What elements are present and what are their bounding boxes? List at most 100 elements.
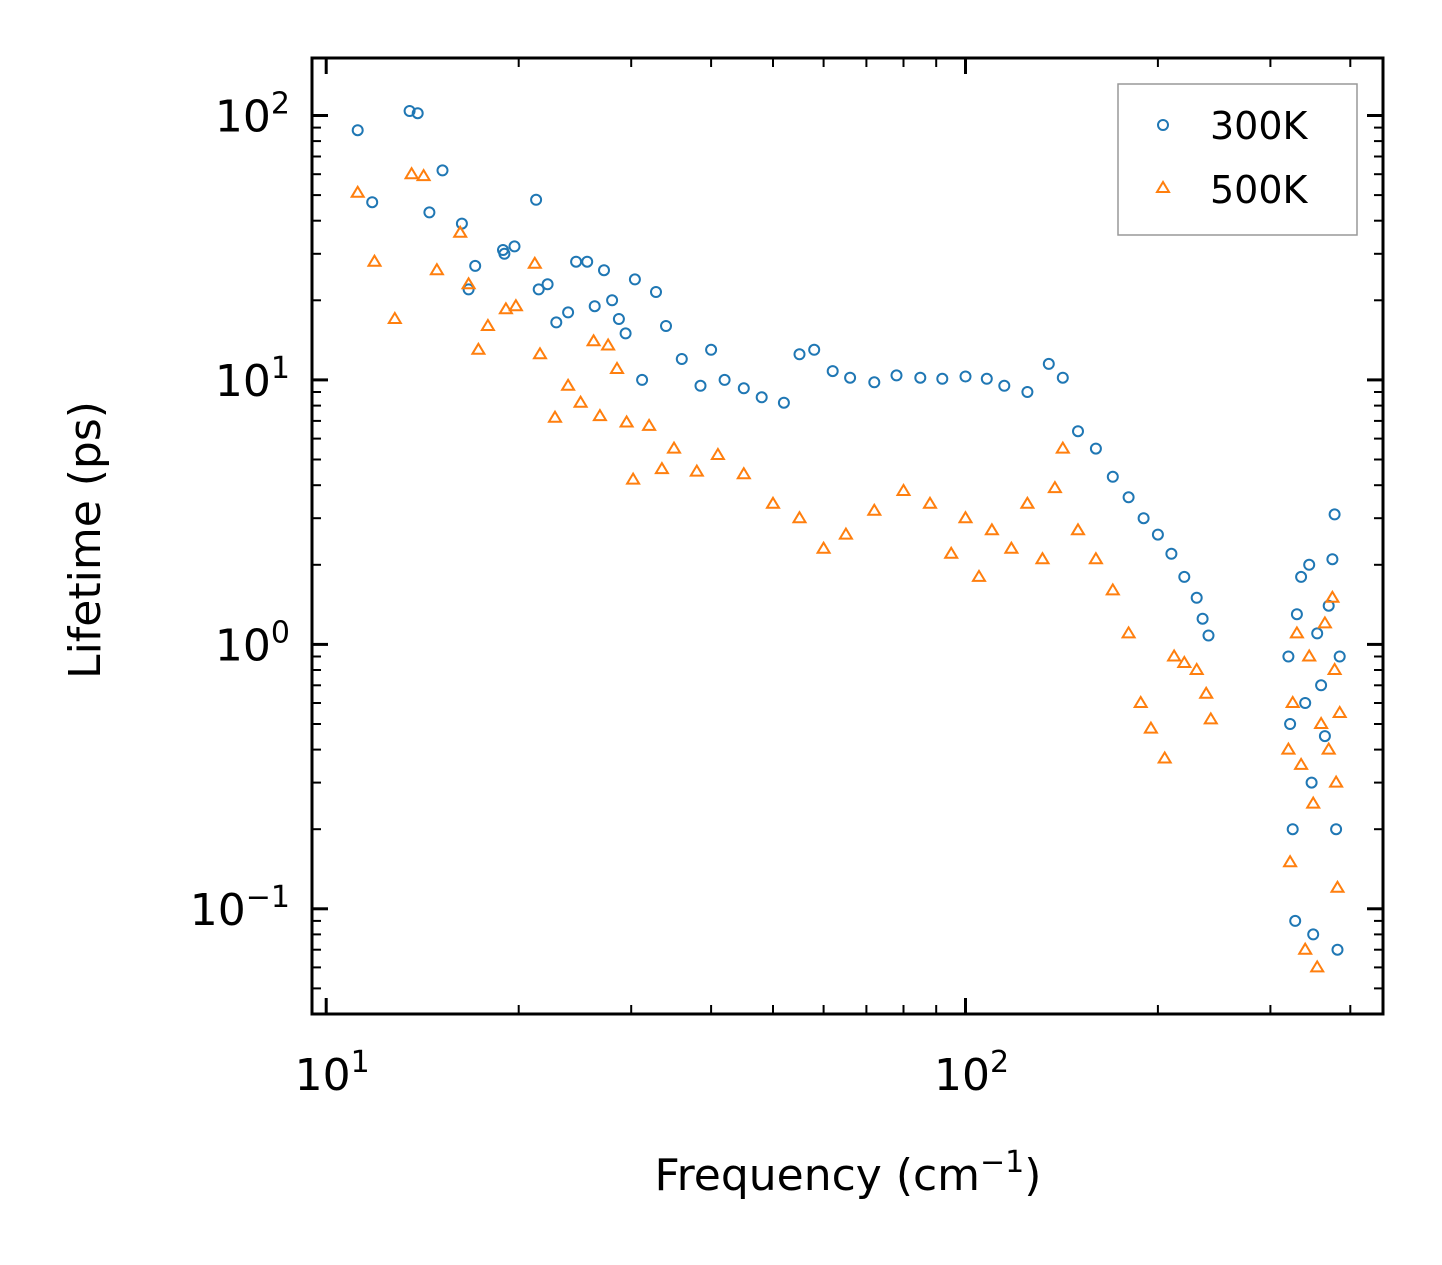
point-300k-73: [1322, 599, 1335, 612]
y-tick-label: 101: [215, 351, 290, 407]
point-300k-24: [628, 273, 641, 286]
series-300k: [351, 105, 1346, 956]
point-500k-48: [1120, 625, 1137, 639]
point-500k-52: [1166, 648, 1182, 662]
point-300k-76: [1330, 823, 1343, 836]
point-300k-61: [1284, 718, 1297, 730]
point-300k-55: [1165, 547, 1178, 560]
point-500k-66: [1313, 716, 1329, 729]
point-300k-4: [423, 206, 436, 219]
point-500k-15: [560, 377, 576, 391]
point-500k-14: [547, 409, 563, 423]
point-300k-64: [1290, 608, 1303, 621]
point-500k-43: [1047, 480, 1063, 494]
legend-marker-300k: [1157, 119, 1169, 131]
point-500k-57: [1280, 741, 1297, 755]
axis-ticks: [312, 58, 1383, 1015]
point-300k-53: [1137, 512, 1150, 525]
point-500k-26: [689, 463, 705, 477]
series-500k: [349, 166, 1348, 973]
point-500k-62: [1297, 941, 1313, 955]
y-tick-label: 10−1: [190, 880, 290, 936]
point-300k-54: [1151, 528, 1164, 541]
x-axis-label: Frequency (cm−1): [655, 1145, 1042, 1201]
point-300k-67: [1303, 558, 1316, 571]
point-300k-29: [694, 379, 707, 392]
y-tick-label: 102: [215, 87, 290, 143]
point-300k-58: [1196, 612, 1209, 625]
data-points: [349, 105, 1348, 973]
point-300k-74: [1326, 553, 1339, 566]
point-300k-42: [936, 372, 949, 385]
x-tick-label: 101: [295, 1045, 370, 1101]
point-500k-56: [1203, 711, 1219, 725]
point-300k-14: [541, 278, 554, 291]
point-300k-75: [1328, 508, 1341, 521]
point-300k-12: [530, 193, 543, 206]
point-300k-13: [532, 283, 545, 296]
point-500k-20: [609, 361, 625, 374]
point-300k-30: [705, 343, 718, 356]
point-300k-77: [1331, 943, 1344, 956]
point-500k-10: [498, 301, 514, 315]
point-300k-57: [1190, 591, 1203, 604]
point-300k-78: [1333, 650, 1346, 663]
legend-label-500k: 500K: [1210, 168, 1309, 212]
point-300k-23: [619, 327, 632, 340]
point-300k-39: [868, 376, 881, 389]
point-500k-63: [1301, 648, 1317, 662]
point-500k-42: [1034, 551, 1051, 565]
point-500k-5: [429, 262, 445, 276]
point-300k-22: [612, 313, 625, 325]
point-300k-27: [660, 320, 672, 332]
point-300k-44: [980, 372, 993, 385]
point-300k-40: [890, 369, 903, 382]
point-500k-33: [866, 502, 883, 516]
point-500k-67: [1317, 615, 1333, 629]
point-500k-17: [585, 333, 602, 347]
point-500k-46: [1088, 551, 1104, 565]
point-300k-59: [1202, 629, 1215, 642]
point-300k-20: [598, 264, 610, 277]
point-500k-64: [1305, 795, 1321, 809]
point-500k-37: [957, 510, 974, 524]
point-500k-27: [710, 447, 726, 460]
legend-box: [1117, 83, 1358, 236]
point-500k-70: [1326, 662, 1343, 675]
point-300k-0: [351, 124, 364, 137]
point-500k-69: [1324, 589, 1341, 603]
point-300k-3: [411, 107, 424, 120]
point-300k-65: [1295, 570, 1308, 583]
point-500k-6: [452, 224, 468, 238]
point-500k-50: [1143, 720, 1159, 734]
point-300k-34: [777, 396, 790, 409]
point-300k-2: [403, 105, 416, 117]
point-300k-49: [1072, 425, 1084, 438]
point-300k-38: [844, 371, 857, 384]
point-500k-51: [1156, 750, 1173, 764]
point-500k-11: [508, 298, 524, 312]
point-300k-41: [914, 371, 927, 384]
point-300k-48: [1056, 371, 1069, 384]
point-500k-54: [1188, 662, 1205, 675]
point-300k-43: [959, 370, 972, 383]
point-300k-50: [1089, 442, 1102, 455]
point-300k-68: [1305, 776, 1318, 789]
point-300k-7: [462, 283, 475, 296]
point-500k-21: [618, 414, 635, 428]
point-500k-61: [1293, 756, 1309, 770]
point-500k-3: [403, 166, 420, 180]
point-300k-15: [550, 316, 563, 329]
point-300k-60: [1282, 650, 1295, 663]
point-300k-45: [998, 379, 1011, 392]
point-300k-16: [562, 306, 575, 319]
point-500k-16: [572, 394, 589, 408]
point-500k-24: [654, 461, 670, 475]
point-500k-30: [791, 510, 808, 524]
point-500k-0: [349, 184, 366, 198]
point-300k-37: [826, 365, 839, 378]
point-500k-22: [625, 471, 641, 485]
point-300k-63: [1289, 914, 1302, 927]
point-300k-21: [606, 294, 619, 307]
